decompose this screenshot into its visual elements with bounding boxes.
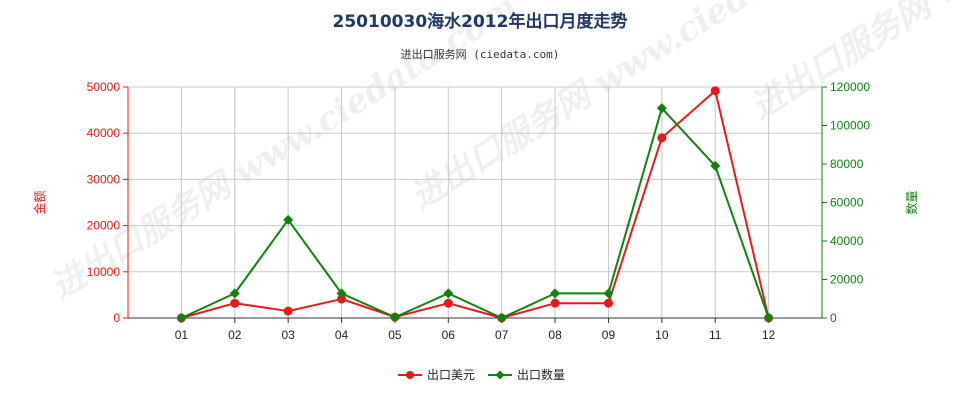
y-axis-left-title: 金额 xyxy=(32,190,47,214)
data-point-diamond[interactable] xyxy=(443,288,454,299)
y-right-tick-label: 120000 xyxy=(830,80,870,94)
data-point-circle[interactable] xyxy=(230,298,240,308)
legend-swatch-marker xyxy=(406,371,414,379)
y-right-tick-label: 20000 xyxy=(830,273,864,287)
x-tick-label: 11 xyxy=(709,328,722,342)
y-right-tick-label: 100000 xyxy=(830,119,870,133)
x-tick-label: 10 xyxy=(655,328,669,342)
data-point-diamond[interactable] xyxy=(603,288,614,299)
data-point-circle[interactable] xyxy=(603,298,613,308)
y-left-tick-label: 20000 xyxy=(87,219,121,233)
y-left-tick-label: 30000 xyxy=(87,172,121,186)
y-left-tick-label: 40000 xyxy=(87,126,121,140)
y-right-tick-label: 0 xyxy=(830,311,837,325)
x-tick-label: 07 xyxy=(495,328,509,342)
data-point-diamond[interactable] xyxy=(496,313,507,323)
data-point-circle[interactable] xyxy=(710,86,720,96)
axes: 0 10000 20000 30000 40000 50000 0 20000 40000 600… xyxy=(87,80,871,342)
data-point-diamond[interactable] xyxy=(656,103,667,114)
y-axis-right-title: 数量 xyxy=(904,190,919,214)
data-point-diamond[interactable] xyxy=(710,160,721,171)
series-1 xyxy=(176,86,774,323)
data-point-diamond[interactable] xyxy=(176,313,187,323)
data-point-circle[interactable] xyxy=(443,298,453,308)
legend-item-2[interactable]: 出口数量 xyxy=(488,367,565,382)
y-right-tick-label: 80000 xyxy=(830,157,864,171)
data-point-diamond[interactable] xyxy=(389,312,400,323)
watermark-text: 进出口服务网 www.ciedata.com xyxy=(744,0,960,128)
data-point-diamond[interactable] xyxy=(336,288,347,299)
y-left-tick-label: 50000 xyxy=(87,80,121,94)
legend-label: 出口数量 xyxy=(517,367,565,382)
data-point-diamond[interactable] xyxy=(763,313,774,323)
x-tick-label: 03 xyxy=(281,328,295,342)
y-left-tick-label: 0 xyxy=(113,311,120,325)
data-point-diamond[interactable] xyxy=(229,288,240,299)
data-point-diamond[interactable] xyxy=(550,288,561,299)
x-tick-label: 08 xyxy=(548,328,562,342)
legend[interactable]: 出口美元 出口数量 xyxy=(398,367,565,382)
series-line xyxy=(180,107,770,319)
series-line xyxy=(181,89,770,319)
x-tick-label: 02 xyxy=(228,328,242,342)
y-right-tick-label: 40000 xyxy=(830,234,864,248)
data-point-diamond[interactable] xyxy=(283,214,294,225)
x-tick-label: 01 xyxy=(175,328,189,342)
data-point-circle[interactable] xyxy=(550,298,560,308)
x-tick-label: 05 xyxy=(388,328,402,342)
x-tick-label: 06 xyxy=(442,328,456,342)
x-tick-label: 09 xyxy=(602,328,616,342)
y-left-tick-label: 10000 xyxy=(87,265,121,279)
x-tick-label: 04 xyxy=(335,328,349,342)
chart-subtitle: 进出口服务网 (ciedata.com) xyxy=(401,47,560,61)
series xyxy=(176,86,774,323)
data-point-circle[interactable] xyxy=(657,133,667,143)
legend-label: 出口美元 xyxy=(427,368,475,382)
legend-swatch-marker xyxy=(495,370,505,380)
series-2 xyxy=(176,103,774,323)
data-point-circle[interactable] xyxy=(283,306,293,316)
y-right-tick-label: 60000 xyxy=(830,196,864,210)
data-point-circle[interactable] xyxy=(337,294,347,304)
legend-item-1[interactable]: 出口美元 xyxy=(398,368,475,382)
x-tick-label: 12 xyxy=(762,328,776,342)
chart-title: 25010030海水2012年出口月度走势 xyxy=(333,11,628,32)
